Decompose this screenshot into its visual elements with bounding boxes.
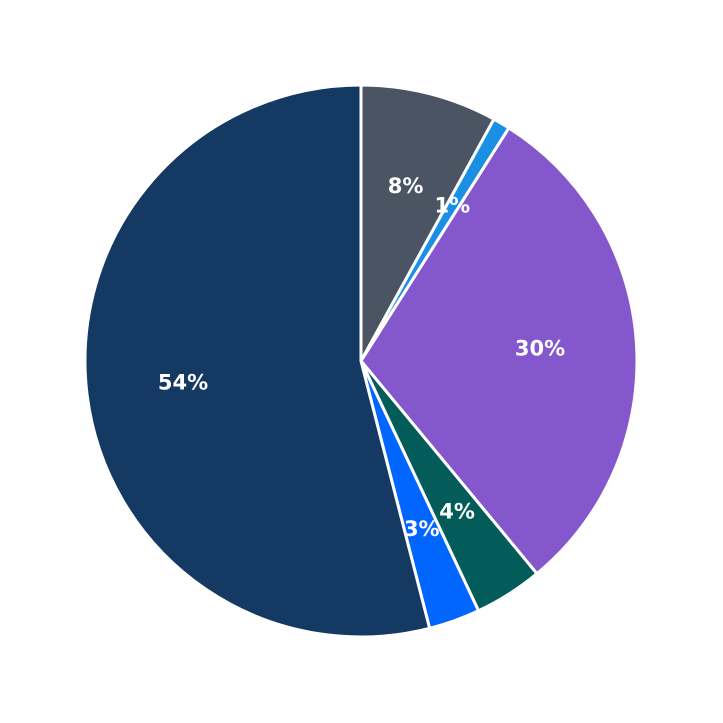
slice-label: 3%	[404, 517, 440, 541]
slice-label: 4%	[439, 499, 475, 523]
slice-label: 8%	[388, 174, 424, 198]
slice-label: 54%	[158, 370, 208, 394]
pie-slice	[83, 83, 432, 639]
slice-label: 1%	[434, 194, 470, 218]
pie-slice	[359, 126, 639, 576]
slice-label: 30%	[515, 337, 565, 361]
pie-slice	[359, 83, 496, 363]
